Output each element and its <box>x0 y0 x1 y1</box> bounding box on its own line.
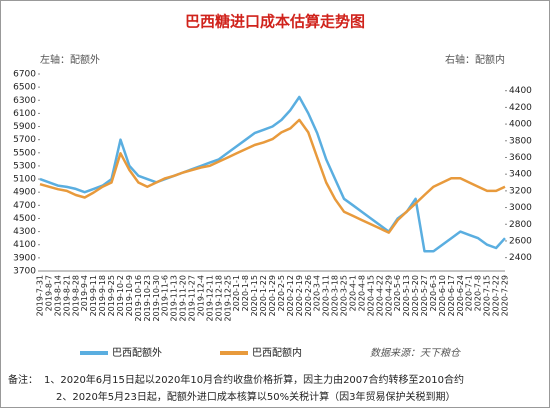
y-tick-label: 3900 <box>13 253 36 263</box>
x-tick-label: 2020-1-8 <box>241 275 250 311</box>
notes-title: 备注： <box>8 373 38 386</box>
x-tick-label: 2019-10-2 <box>116 275 125 316</box>
x-tick-label: 2020-6-3 <box>429 275 438 311</box>
source: 数据来源：天下粮仓 <box>370 347 461 359</box>
y2-tick-label: 2800 <box>509 220 532 230</box>
x-tick-label: 2020-2-5 <box>277 275 286 311</box>
chart-title: 巴西糖进口成本估算走势图 <box>185 13 365 31</box>
y-tick-label: 4900 <box>13 188 36 198</box>
x-tick-label: 2019-7-31 <box>36 275 45 316</box>
x-tick-label: 2019-11-6 <box>161 275 170 316</box>
y-tick-label: 4700 <box>13 201 36 211</box>
x-tick-label: 2020-6-10 <box>438 275 447 316</box>
x-tick-label: 2019-9-4 <box>80 275 89 311</box>
note: 1、2020年6月15日起以2020年10月合约收盘价格折算，因主力由2007合… <box>44 373 464 386</box>
x-tick-label: 2019-10-30 <box>152 275 161 322</box>
x-tick-label: 2019-10-9 <box>125 275 134 316</box>
y-tick-label: 5100 <box>13 175 36 185</box>
x-tick-label: 2020-2-19 <box>295 275 304 316</box>
y-tick-label: 6500 <box>13 83 36 93</box>
y2-tick-label: 4200 <box>509 103 532 113</box>
x-tick-label: 2020-5-6 <box>393 275 402 311</box>
y-tick-label: 3700 <box>13 267 36 277</box>
y2-tick-label: 3400 <box>509 170 532 180</box>
x-tick-label: 2020-5-20 <box>411 275 420 316</box>
y-tick-label: 6300 <box>13 96 36 106</box>
y-tick-label: 5900 <box>13 122 36 132</box>
y2-tick-label: 3000 <box>509 203 532 213</box>
x-tick-label: 2019-9-18 <box>98 275 107 316</box>
x-tick-label: 2020-6-17 <box>447 275 456 316</box>
y-tick-label: 4500 <box>13 214 36 224</box>
series-line <box>39 95 506 253</box>
x-tick-label: 2020-7-1 <box>465 275 474 311</box>
x-tick-label: 2019-8-28 <box>71 275 80 316</box>
x-tick-label: 2019-12-4 <box>196 275 205 316</box>
x-tick-label: 2020-1-22 <box>259 275 268 316</box>
x-tick-label: 2020-7-29 <box>501 275 510 316</box>
right-axis-label: 右轴：配额内 <box>445 53 505 66</box>
x-tick-label: 2020-7-15 <box>483 275 492 316</box>
x-tick-label: 2019-9-11 <box>89 275 98 316</box>
y2-tick-label: 3200 <box>509 186 532 196</box>
x-tick-label: 2019-9-25 <box>107 275 116 316</box>
x-tick-label: 2019-10-23 <box>143 275 152 322</box>
x-tick-label: 2020-2-26 <box>304 275 313 316</box>
y2-tick-label: 4400 <box>509 86 532 96</box>
x-tick-label: 2020-6-24 <box>456 275 465 316</box>
y-tick-label: 6100 <box>13 109 36 119</box>
x-tick-label: 2019-12-18 <box>214 275 223 322</box>
x-tick-label: 2020-7-8 <box>474 275 483 311</box>
x-tick-label: 2019-8-21 <box>62 275 71 316</box>
x-tick-label: 2019-11-20 <box>179 275 188 322</box>
note: 2、2020年5月23日起，配额外进口成本核算以50%关税计算（因3年贸易保护关… <box>56 390 456 403</box>
y-tick-label: 5500 <box>13 148 36 158</box>
x-tick-label: 2020-7-22 <box>492 275 501 316</box>
x-tick-label: 2019-11-13 <box>170 275 179 322</box>
x-tick-label: 2020-1-29 <box>268 275 277 316</box>
y-tick-label: 6700 <box>13 70 36 80</box>
series-line <box>39 118 506 234</box>
y2-tick-label: 2400 <box>509 253 532 263</box>
x-tick-label: 2020-1-15 <box>250 275 259 316</box>
y2-tick-label: 3600 <box>509 153 532 163</box>
y2-tick-label: 4000 <box>509 120 532 130</box>
x-tick-label: 2019-8-7 <box>44 275 53 311</box>
y2-tick-label: 3800 <box>509 136 532 146</box>
y2-tick-label: 2600 <box>509 236 532 246</box>
legend-label: 巴西配额外 <box>112 346 162 359</box>
x-tick-label: 2020-5-27 <box>420 275 429 316</box>
legend-label: 巴西配额内 <box>252 346 302 359</box>
x-tick-label: 2020-3-18 <box>331 275 340 316</box>
x-tick-label: 2020-5-13 <box>402 275 411 316</box>
x-tick-label: 2020-1-1 <box>232 275 241 311</box>
x-tick-label: 2019-11-27 <box>188 275 197 322</box>
x-tick-label: 2020-3-4 <box>313 275 322 311</box>
x-tick-label: 2020-4-29 <box>384 275 393 316</box>
x-tick-label: 2020-4-8 <box>357 275 366 311</box>
y-tick-label: 4100 <box>13 240 36 250</box>
x-tick-label: 2020-4-22 <box>375 275 384 316</box>
x-tick-label: 2020-3-11 <box>322 275 331 316</box>
left-axis-label: 左轴：配额外 <box>40 53 100 66</box>
y-tick-label: 5300 <box>13 161 36 171</box>
x-tick-label: 2020-4-1 <box>348 275 357 311</box>
x-tick-label: 2019-8-14 <box>53 275 62 316</box>
x-tick-label: 2020-2-12 <box>286 275 295 316</box>
x-tick-label: 2019-12-11 <box>205 275 214 322</box>
y-tick-label: 5700 <box>13 135 36 145</box>
x-tick-label: 2019-12-25 <box>223 275 232 322</box>
x-tick-label: 2020-3-25 <box>340 275 349 316</box>
y-tick-label: 4300 <box>13 227 36 237</box>
x-tick-label: 2020-4-15 <box>366 275 375 316</box>
x-tick-label: 2019-10-16 <box>134 275 143 322</box>
